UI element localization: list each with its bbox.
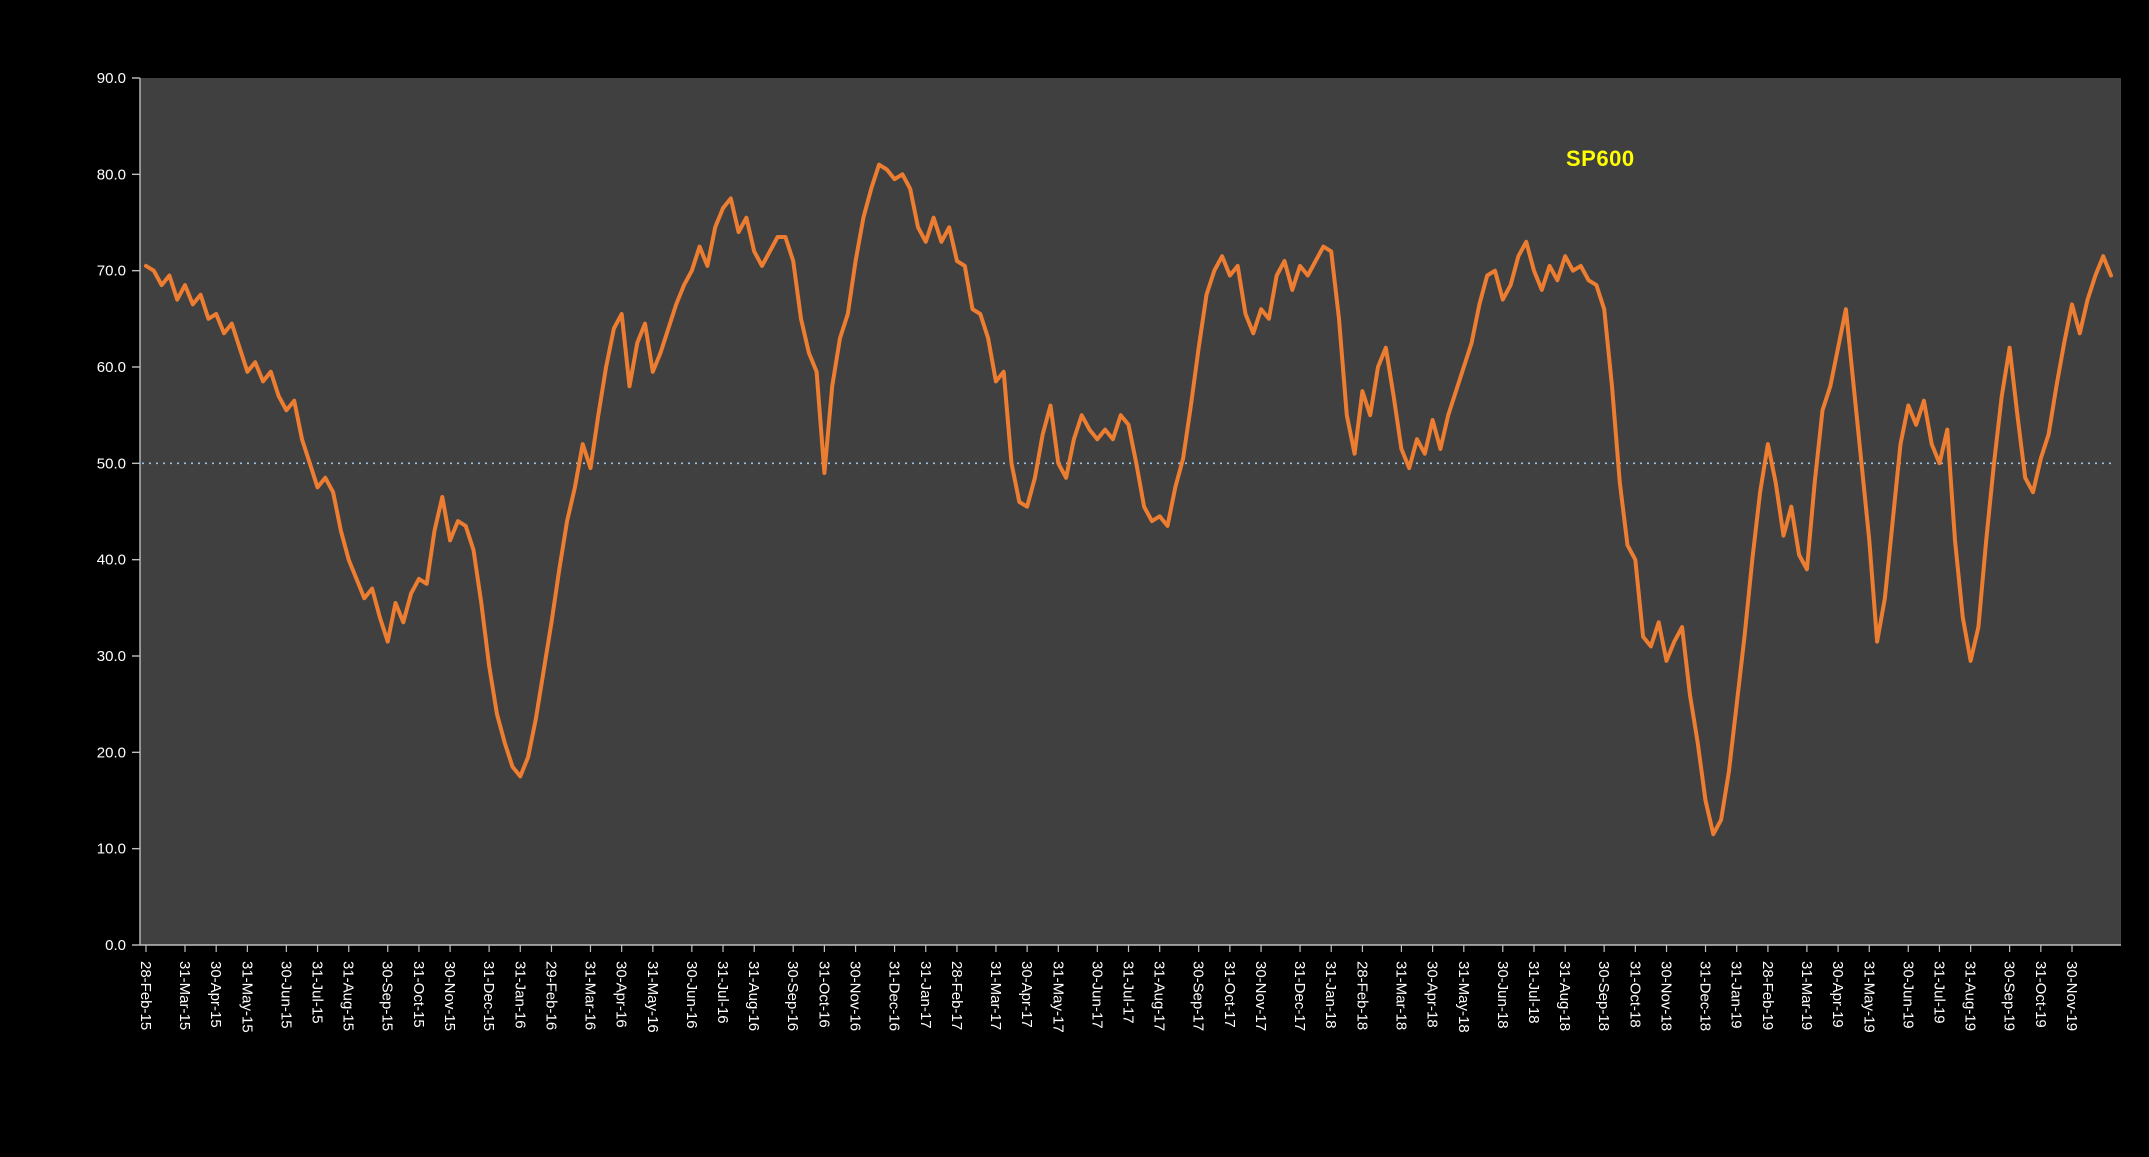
x-axis-label: 31-May-17 [1049,961,1066,1033]
x-axis-label: 31-Mar-18 [1392,961,1409,1030]
x-axis-label: 29-Feb-16 [542,961,559,1030]
x-axis-label: 31-Dec-16 [886,961,903,1031]
x-axis-label: 31-Jul-15 [309,961,326,1024]
x-axis-label: 30-Jun-15 [277,961,294,1029]
x-axis-label: 30-Nov-17 [1252,961,1269,1031]
x-axis-label: 31-Oct-18 [1626,961,1643,1028]
x-axis-label: 30-Apr-19 [1829,961,1846,1028]
x-axis-label: 31-Aug-17 [1151,961,1168,1031]
series-label: SP600 [1566,146,1635,171]
x-axis-label: 31-Aug-16 [745,961,762,1031]
x-axis-label: 31-Dec-17 [1291,961,1308,1031]
x-axis-label: 31-Jan-16 [511,961,528,1029]
y-axis-label: 60.0 [97,359,126,376]
y-axis-label: 20.0 [97,744,126,761]
x-axis-label: 30-Jun-18 [1494,961,1511,1029]
y-axis-label: 0.0 [105,937,126,954]
x-axis-label: 31-Mar-17 [987,961,1004,1030]
x-axis-label: 31-May-16 [644,961,661,1033]
y-axis-label: 10.0 [97,841,126,858]
x-axis-label: 30-Jun-19 [1899,961,1916,1029]
x-axis-label: 30-Nov-16 [847,961,864,1031]
y-axis-label: 70.0 [97,263,126,280]
x-axis-label: 31-Jan-19 [1728,961,1745,1029]
x-axis-label: 31-Mar-15 [176,961,193,1030]
y-axis-label: 30.0 [97,648,126,665]
x-axis-label: 28-Feb-18 [1353,961,1370,1030]
x-axis-label: 30-Apr-17 [1018,961,1035,1028]
x-axis-label: 31-Mar-16 [581,961,598,1030]
x-axis-label: 31-Aug-19 [1962,961,1979,1031]
x-axis-label: 31-Jan-18 [1322,961,1339,1029]
x-axis-label: 31-Oct-16 [815,961,832,1028]
series-line-sp600 [144,162,2113,837]
x-axis-label: 31-Jul-18 [1525,961,1542,1024]
x-axis-label: 30-Nov-19 [2063,961,2080,1031]
x-axis-label: 31-Dec-18 [1697,961,1714,1031]
x-axis-label: 30-Apr-18 [1424,961,1441,1028]
x-axis-label: 30-Nov-15 [441,961,458,1031]
y-axis-label: 50.0 [97,455,126,472]
x-axis-label: 31-Aug-15 [340,961,357,1031]
x-axis-label: 31-Dec-15 [480,961,497,1031]
x-axis-label: 31-May-19 [1860,961,1877,1033]
x-axis-label: 31-May-15 [238,961,255,1033]
x-axis-label: 30-Nov-18 [1658,961,1675,1031]
x-axis-label: 28-Feb-15 [137,961,154,1030]
x-axis-label: 30-Apr-16 [613,961,630,1028]
x-axis-label: 28-Feb-19 [1759,961,1776,1030]
x-axis-label: 31-Jul-19 [1930,961,1947,1024]
y-axis-label: 80.0 [97,166,126,183]
y-axis-label: 90.0 [97,70,126,87]
x-axis-label: 30-Sep-16 [784,961,801,1031]
x-axis-label: 31-Jul-16 [714,961,731,1024]
x-axis-label: 28-Feb-17 [948,961,965,1030]
x-axis-label: 31-May-18 [1455,961,1472,1033]
x-axis-label: 30-Apr-15 [207,961,224,1028]
x-axis-label: 31-Mar-19 [1798,961,1815,1030]
x-axis-label: 30-Sep-15 [379,961,396,1031]
x-axis-label: 31-Oct-15 [410,961,427,1028]
x-axis-label: 30-Sep-19 [2001,961,2018,1031]
x-axis-label: 30-Jun-16 [683,961,700,1029]
x-axis-label: 30-Sep-18 [1595,961,1612,1031]
x-axis-label: 31-Jan-17 [917,961,934,1029]
y-axis-label: 40.0 [97,552,126,569]
x-axis-label: 31-Oct-17 [1221,961,1238,1028]
x-axis-label: 31-Aug-18 [1556,961,1573,1031]
x-axis-label: 30-Sep-17 [1190,961,1207,1031]
x-axis-label: 31-Oct-19 [2032,961,2049,1028]
x-axis-label: 31-Jul-17 [1120,961,1137,1024]
x-axis-label: 30-Jun-17 [1088,961,1105,1029]
